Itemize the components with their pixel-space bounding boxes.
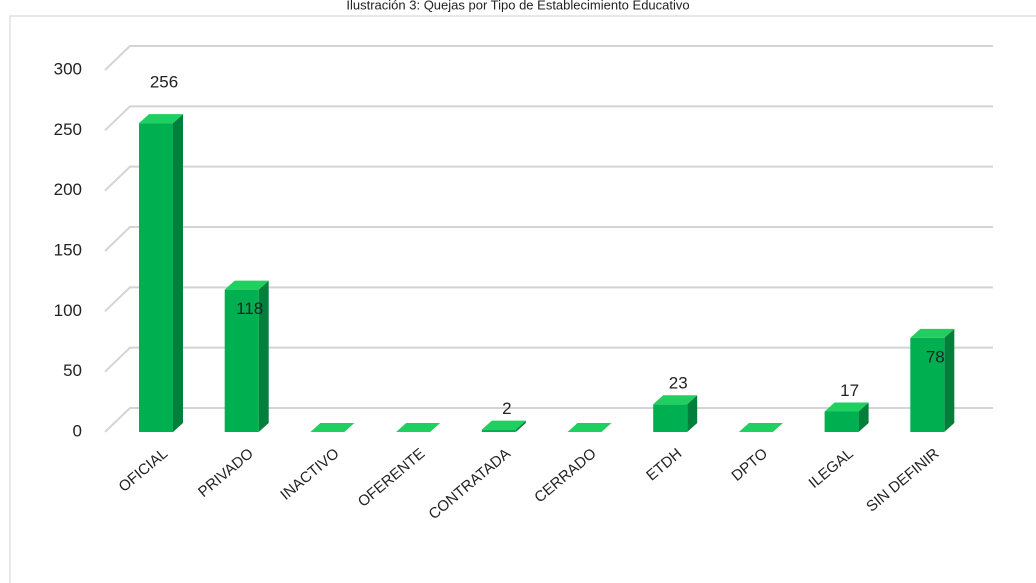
- bar-side: [944, 328, 955, 432]
- data-label: 2: [502, 399, 511, 418]
- bar-top: [139, 114, 183, 124]
- grid-line: [104, 226, 993, 252]
- bar-top: [310, 423, 355, 432]
- x-tick-label: PRIVADO: [195, 445, 257, 501]
- data-label: 78: [926, 347, 945, 366]
- bar-side: [687, 395, 698, 432]
- x-tick-label: SIN DEFINIR: [863, 445, 942, 515]
- y-tick-label: 50: [63, 361, 82, 380]
- chart-frame: [9, 15, 1036, 583]
- bar-top: [567, 423, 612, 432]
- x-tick-label: ETDH: [643, 445, 685, 484]
- bar-front: [139, 123, 173, 433]
- bar-top: [224, 280, 269, 290]
- chart-title: Ilustración 3: Quejas por Tipo de Establ…: [346, 0, 689, 12]
- y-tick-label: 300: [54, 59, 82, 78]
- bar-top: [653, 395, 698, 405]
- bar: [310, 423, 355, 432]
- data-label: 23: [669, 374, 688, 393]
- bar-front: [224, 289, 259, 432]
- bar-top: [481, 420, 526, 430]
- bar: [738, 423, 783, 432]
- bar-side: [858, 402, 869, 432]
- grid-line: [104, 105, 993, 132]
- y-tick-label: 150: [54, 240, 82, 259]
- y-tick-label: 100: [54, 301, 82, 320]
- data-label: 256: [150, 73, 178, 92]
- bar-front: [824, 411, 859, 432]
- data-label: 17: [840, 381, 859, 400]
- bar: [910, 328, 955, 432]
- x-tick-label: ILEGAL: [806, 445, 857, 492]
- grid-line: [104, 407, 993, 433]
- bar-side: [258, 280, 269, 432]
- y-tick-label: 250: [54, 120, 82, 139]
- x-tick-label: OFICIAL: [115, 445, 171, 496]
- bar-front: [653, 404, 688, 432]
- bar: [824, 402, 869, 432]
- bar-top: [824, 402, 869, 412]
- bar-top: [396, 423, 441, 432]
- bar-side: [515, 420, 526, 432]
- y-tick-label: 0: [73, 421, 82, 440]
- x-tick-label: OFERENTE: [355, 445, 429, 511]
- grid-line: [104, 165, 993, 192]
- bar: [653, 395, 698, 432]
- grid-line: [104, 45, 993, 71]
- bar: [481, 420, 526, 432]
- bar-front: [481, 429, 516, 432]
- x-tick-label: DPTO: [728, 445, 771, 485]
- bar-top: [910, 328, 955, 338]
- grid-line: [104, 286, 993, 313]
- bar-front: [910, 337, 945, 432]
- x-tick-label: INACTIVO: [277, 445, 342, 504]
- x-tick-label: CERRADO: [531, 445, 599, 506]
- bar: [224, 280, 269, 432]
- bar: [567, 423, 612, 432]
- bar: [139, 114, 183, 433]
- grid-line: [104, 346, 993, 373]
- bar: [396, 423, 441, 432]
- data-label: 118: [236, 299, 263, 318]
- bar-top: [738, 423, 783, 432]
- y-tick-label: 200: [54, 180, 82, 199]
- bar-side: [173, 114, 183, 433]
- x-tick-label: CONTRATADA: [426, 445, 514, 523]
